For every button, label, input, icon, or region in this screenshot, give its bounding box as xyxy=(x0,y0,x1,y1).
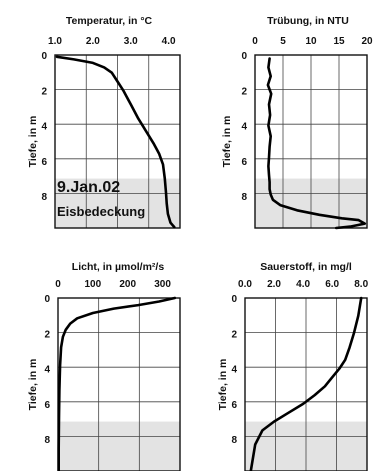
y-tick-label: 4 xyxy=(241,122,247,133)
x-tick-label: 300 xyxy=(154,279,171,290)
y-axis-label: Tiefe, in m xyxy=(221,116,233,168)
y-axis-label: Tiefe, in m xyxy=(217,359,229,411)
y-tick-label: 6 xyxy=(241,157,247,168)
profile-line-licht xyxy=(57,296,177,471)
chart-title: Trübung, in NTU xyxy=(267,15,349,27)
x-tick-label: 3.0 xyxy=(124,36,138,47)
x-tick-label: 200 xyxy=(119,279,136,290)
profile-line-temp xyxy=(55,55,176,229)
y-tick-label: 2 xyxy=(241,86,247,97)
ice-cover-annotation: Eisbedeckung xyxy=(57,204,145,219)
plot-frame xyxy=(254,54,368,229)
x-tick-label: 2.0 xyxy=(86,36,100,47)
y-tick-label: 0 xyxy=(241,51,247,62)
x-tick-label: 20 xyxy=(361,36,373,47)
chart-panel-temp: Temperatur, in °C 1.0 2.0 3.0 4.0 0 2 4 6 8 Tiefe,… xyxy=(27,15,181,229)
y-tick-label: 0 xyxy=(44,294,50,305)
x-tick-label: 8.0 xyxy=(354,279,368,290)
x-tick-label: 2.0 xyxy=(267,279,281,290)
y-tick-label: 4 xyxy=(44,365,50,376)
y-tick-label: 8 xyxy=(241,192,247,203)
chart-panel-licht: Licht, in µmol/m²/s 0 100 200 300 0 2 4 6 8 Tiefe,… xyxy=(27,261,181,471)
ice-cover-band xyxy=(58,421,180,471)
y-tick-label: 0 xyxy=(41,51,47,62)
y-tick-label: 0 xyxy=(231,294,237,305)
y-axis-label: Tiefe, in m xyxy=(27,116,39,168)
x-tick-label: 5 xyxy=(280,36,286,47)
profile-line-o2 xyxy=(249,296,363,471)
profile-line-turb xyxy=(266,57,367,230)
x-tick-label: 0 xyxy=(252,36,258,47)
y-tick-label: 8 xyxy=(41,192,47,203)
plot-frame xyxy=(54,54,181,229)
plot-frame xyxy=(244,297,368,471)
y-tick-label: 6 xyxy=(231,400,237,411)
y-tick-label: 6 xyxy=(41,157,47,168)
chart-title: Sauerstoff, in mg/l xyxy=(260,261,352,273)
chart-panel-turb: Trübung, in NTU 0 5 10 15 20 0 2 4 6 8 Tiefe, in m xyxy=(221,15,373,230)
y-tick-label: 4 xyxy=(231,365,237,376)
x-tick-label: 4.0 xyxy=(296,279,310,290)
x-tick-label: 0 xyxy=(55,279,61,290)
y-tick-label: 2 xyxy=(231,329,237,340)
y-axis-label: Tiefe, in m xyxy=(27,359,39,411)
date-annotation: 9.Jan.02 xyxy=(57,179,120,196)
x-tick-label: 100 xyxy=(85,279,102,290)
plot-frame xyxy=(57,297,181,471)
y-tick-label: 8 xyxy=(231,435,237,446)
y-tick-label: 2 xyxy=(41,86,47,97)
x-tick-label: 10 xyxy=(305,36,317,47)
chart-title: Licht, in µmol/m²/s xyxy=(72,261,165,273)
chart-panel-o2: Sauerstoff, in mg/l 0.0 2.0 4.0 6.0 8.0 0 2 4 6 8 T… xyxy=(217,261,369,471)
y-tick-label: 8 xyxy=(44,435,50,446)
x-tick-label: 15 xyxy=(333,36,345,47)
y-tick-label: 2 xyxy=(44,329,50,340)
y-tick-label: 4 xyxy=(41,122,47,133)
chart-title: Temperatur, in °C xyxy=(66,15,153,27)
x-tick-label: 4.0 xyxy=(162,36,176,47)
x-tick-label: 6.0 xyxy=(325,279,339,290)
x-tick-label: 0.0 xyxy=(238,279,252,290)
x-tick-label: 1.0 xyxy=(48,36,62,47)
y-tick-label: 6 xyxy=(44,400,50,411)
